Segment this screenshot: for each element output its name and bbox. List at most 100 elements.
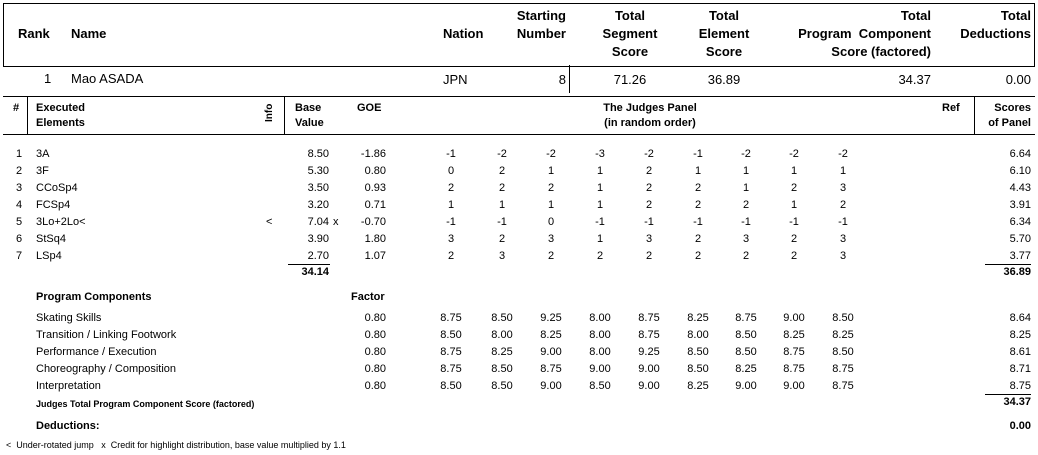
header-line: Element: [698, 26, 750, 41]
elements-header-rule: [3, 134, 1035, 135]
element-base-value: 5.30: [307, 165, 329, 177]
judge-score: -2: [497, 148, 507, 160]
element-row: 7 LSp4 2.70 1.07 2 3 2 2 2 2 2 2 3 3.77: [0, 248, 1038, 265]
program-component-row: Choreography / Composition 0.80 8.75 8.50 8.…: [0, 361, 1038, 378]
header-line: Score (factored): [831, 44, 931, 59]
judge-mark: 9.00: [540, 346, 562, 358]
col-total-segment-header: Total Segment Score: [590, 7, 670, 61]
header-line: (in random order): [604, 117, 696, 129]
judge-mark: 8.50: [832, 346, 854, 358]
elements-score-total: 36.89: [1003, 266, 1031, 278]
element-base-value: 7.04: [307, 216, 329, 228]
element-goe: -1.86: [360, 148, 386, 160]
deductions-value: 0.00: [1009, 420, 1031, 432]
judge-score: 2: [694, 182, 702, 194]
element-number: 4: [16, 199, 23, 211]
component-factor: 0.80: [364, 380, 386, 392]
element-goe: 1.80: [364, 233, 386, 245]
judge-score: -2: [546, 148, 556, 160]
col-goe-header: GOE: [357, 102, 382, 114]
judge-score: -2: [838, 148, 848, 160]
judge-score: 2: [547, 250, 555, 262]
element-row: 1 3A 8.50 -1.86 -1 -2 -2 -3 -2 -1 -2 -2 -2 6.64: [0, 146, 1038, 163]
header-line: Scores: [994, 102, 1031, 114]
program-component-row: Transition / Linking Footwork 0.80 8.50 8.0…: [0, 327, 1038, 344]
col-total-deductions-header: Total Deductions: [940, 7, 1031, 43]
judge-score: -1: [497, 216, 507, 228]
judge-score: -1: [446, 148, 456, 160]
header-line: Program Component: [798, 26, 931, 41]
program-component-row: Skating Skills 0.80 8.75 8.50 9.25 8.00 8.75 8.…: [0, 310, 1038, 327]
element-panel-score: 6.34: [1009, 216, 1031, 228]
judge-mark: 8.25: [491, 346, 513, 358]
judge-mark: 8.50: [589, 380, 611, 392]
judge-mark: 9.00: [589, 363, 611, 375]
judge-mark: 8.25: [783, 329, 805, 341]
judge-score: -1: [789, 216, 799, 228]
header-line: Elements: [36, 117, 85, 129]
header-line: Deductions: [960, 26, 1031, 41]
judge-mark: 8.75: [783, 363, 805, 375]
col-num-header: #: [13, 102, 20, 114]
judge-score: 2: [742, 250, 750, 262]
element-number: 3: [16, 182, 23, 194]
elements-base-total: 34.14: [301, 266, 329, 278]
judge-score: -1: [693, 216, 703, 228]
element-row: 4 FCSp4 3.20 0.71 1 1 1 1 2 2 2 1 2 3.91: [0, 197, 1038, 214]
header-line: Total: [900, 8, 931, 23]
judge-mark: 8.00: [589, 346, 611, 358]
judge-score: 2: [790, 182, 798, 194]
judge-mark: 8.75: [440, 363, 462, 375]
element-panel-score: 3.77: [1009, 250, 1031, 262]
element-name: StSq4: [36, 233, 66, 245]
header-divider: [569, 65, 570, 93]
deductions-label: Deductions:: [36, 420, 100, 432]
judge-score: 1: [596, 165, 604, 177]
judge-score: 3: [839, 233, 847, 245]
element-panel-score: 6.64: [1009, 148, 1031, 160]
judge-score: 1: [742, 165, 750, 177]
element-base-value: 3.50: [307, 182, 329, 194]
judge-score: 2: [839, 199, 847, 211]
col-sep: [974, 96, 975, 134]
element-name: 3A: [36, 148, 50, 160]
judge-score: -1: [595, 216, 605, 228]
judge-score: 2: [694, 250, 702, 262]
judge-score: 2: [498, 182, 506, 194]
program-components-title: Program Components: [36, 291, 152, 303]
judge-score: 0: [447, 165, 455, 177]
judge-score: 2: [498, 233, 506, 245]
program-component-row: Interpretation 0.80 8.50 8.50 9.00 8.50 9.00 8.…: [0, 378, 1038, 395]
judge-mark: 9.00: [540, 380, 562, 392]
element-name: LSp4: [36, 250, 62, 262]
judge-mark: 9.00: [783, 312, 805, 324]
judge-score: 0: [547, 216, 555, 228]
element-goe: 0.93: [364, 182, 386, 194]
element-base-value: 8.50: [307, 148, 329, 160]
header-line: Score: [611, 44, 649, 59]
judge-score: 1: [790, 199, 798, 211]
judge-mark: 8.25: [687, 380, 709, 392]
result-header: [3, 3, 1035, 93]
judge-score: 2: [447, 182, 455, 194]
judge-score: -1: [446, 216, 456, 228]
element-row: 3 CCoSp4 3.50 0.93 2 2 2 1 2 2 1 2 3 4.43: [0, 180, 1038, 197]
judge-mark: 8.50: [832, 312, 854, 324]
judge-mark: 8.00: [589, 329, 611, 341]
element-info: <: [266, 216, 273, 228]
judge-mark: 9.00: [735, 380, 757, 392]
judge-score: 3: [839, 182, 847, 194]
judge-mark: 8.50: [440, 380, 462, 392]
component-factor: 0.80: [364, 363, 386, 375]
judge-score: 1: [596, 182, 604, 194]
pcs-total-rule: [985, 394, 1031, 395]
judge-score: 3: [547, 233, 555, 245]
judge-score: -1: [693, 148, 703, 160]
score-total-rule: [985, 264, 1031, 265]
component-name: Interpretation: [36, 380, 101, 392]
element-goe: 1.07: [364, 250, 386, 262]
factor-header: Factor: [351, 291, 385, 303]
col-sep: [27, 96, 28, 134]
judge-score: -1: [838, 216, 848, 228]
judge-score: 2: [645, 165, 653, 177]
